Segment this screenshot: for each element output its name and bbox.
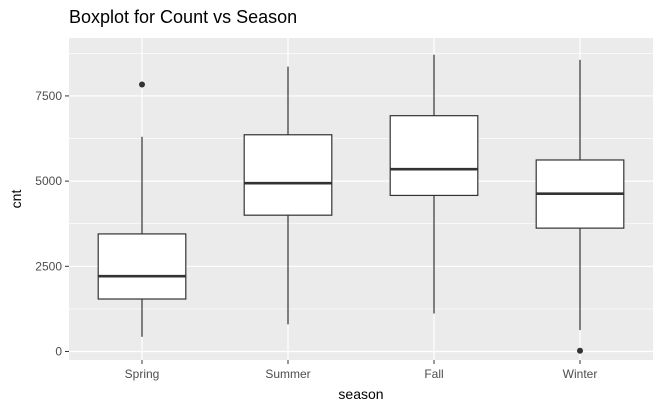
x-tick-label: Fall xyxy=(424,367,443,381)
y-tick-label: 0 xyxy=(55,344,62,358)
axes: 0 2500 5000 7500 Spring Summer Fall Winter xyxy=(35,89,597,381)
x-tick-label: Spring xyxy=(125,367,160,381)
y-tick-label: 7500 xyxy=(35,89,62,103)
outlier-point xyxy=(577,347,583,354)
box-winter xyxy=(535,59,625,354)
x-axis-title: season xyxy=(338,386,383,402)
y-tick-label: 2500 xyxy=(35,259,62,273)
outlier-point xyxy=(139,81,145,88)
box-spring xyxy=(97,81,187,337)
x-tick-label: Winter xyxy=(563,367,598,381)
box-summer xyxy=(243,66,333,325)
y-tick-label: 5000 xyxy=(35,174,62,188)
y-axis-title: cnt xyxy=(8,190,24,209)
chart-title: Boxplot for Count vs Season xyxy=(69,7,297,27)
iqr-box xyxy=(243,134,333,216)
iqr-box xyxy=(389,115,479,197)
box-fall xyxy=(389,54,479,314)
boxes-layer xyxy=(97,54,625,354)
x-tick-label: Summer xyxy=(265,367,310,381)
iqr-box xyxy=(97,233,187,300)
